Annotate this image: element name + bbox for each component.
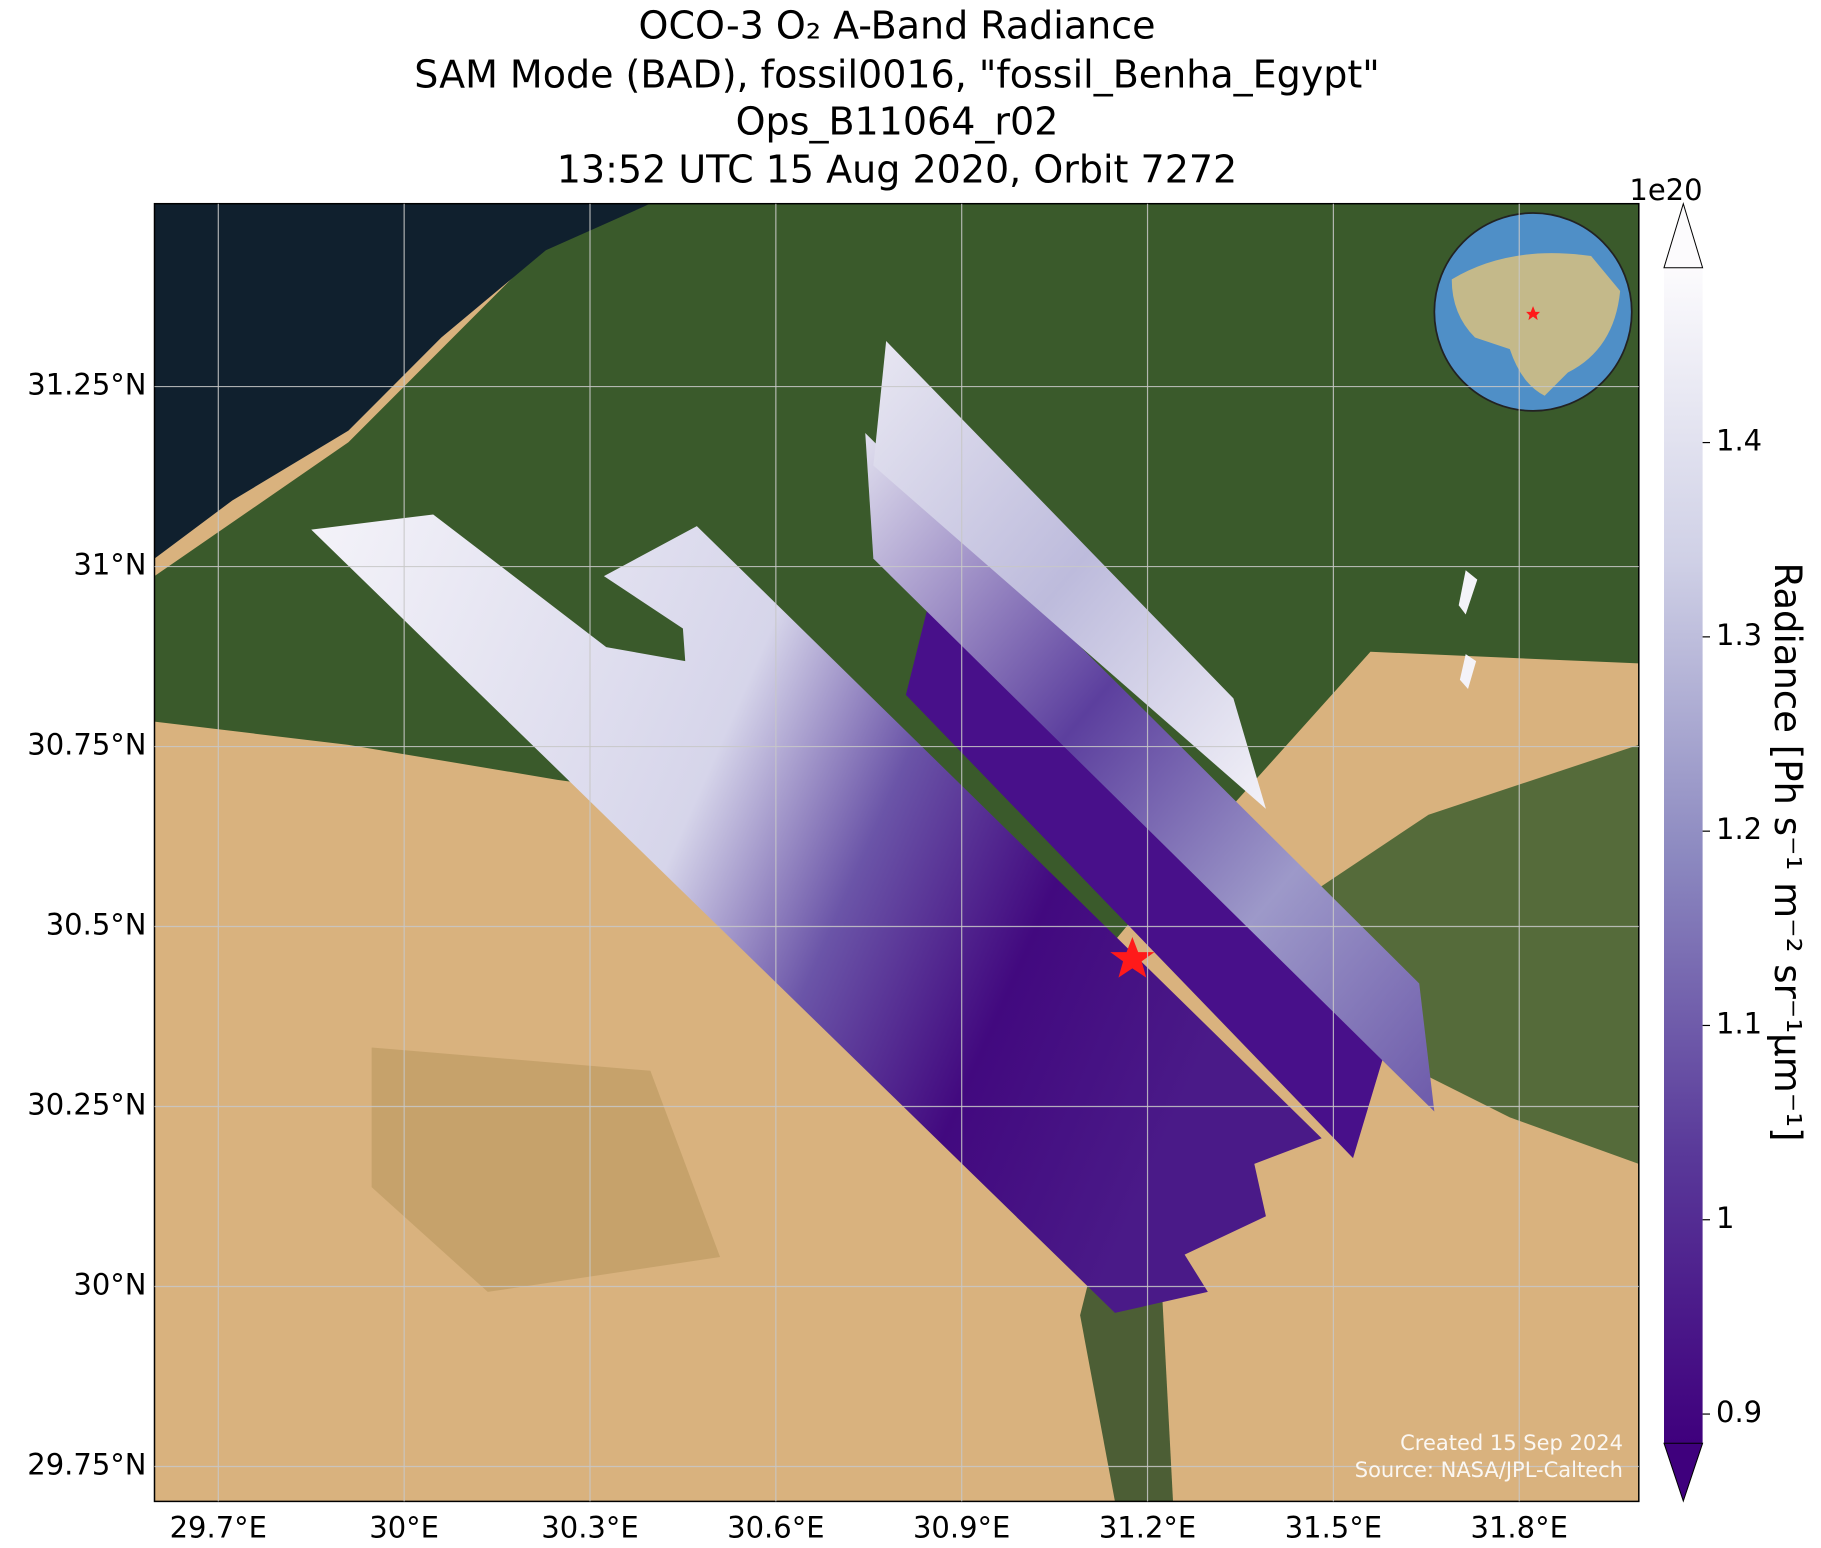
swaths	[311, 212, 1633, 1313]
colorbar-tick-label: 1.4	[1716, 424, 1762, 458]
swath	[865, 432, 1435, 1112]
footer-line: Source: NASA/JPL-Caltech	[1355, 1458, 1623, 1482]
site-star	[1110, 936, 1155, 978]
title-line: OCO-3 O₂ A-Band Radiance	[639, 4, 1156, 48]
lon-tick-label: 30.3°E	[541, 1510, 638, 1544]
colorbar-tick-label: 1	[1716, 1201, 1734, 1235]
swath	[1458, 570, 1478, 615]
title: OCO-3 O₂ A-Band Radiance SAM Mode (BAD), …	[414, 4, 1379, 192]
globe-star	[1526, 306, 1541, 321]
title-line: Ops_B11064_r02	[736, 100, 1059, 144]
swath	[873, 341, 1266, 809]
colorbar-gradient	[1664, 267, 1703, 1444]
footer-line: Created 15 Sep 2024	[1400, 1431, 1623, 1455]
colorbar-label: Radiance [Ph s⁻¹ m⁻² sr⁻¹μm⁻¹]	[1766, 562, 1809, 1141]
lat-tick-label: 31°N	[73, 548, 146, 582]
lon-tick-label: 31.5°E	[1285, 1510, 1382, 1544]
globe-land	[1451, 253, 1621, 396]
lon-tick-label: 31.2°E	[1099, 1510, 1196, 1544]
title-line: SAM Mode (BAD), fossil0016, "fossil_Benh…	[414, 53, 1379, 97]
colorbar-extend-min	[1663, 1442, 1704, 1503]
map-frame	[153, 202, 1640, 1503]
lat-tick-label: 30.25°N	[27, 1088, 146, 1122]
colorbar-offset: 1e20	[1629, 173, 1702, 207]
colorbar-extend-max	[1663, 201, 1704, 269]
lat-tick-label: 31.25°N	[27, 368, 146, 402]
lat-tick-label: 30.5°N	[46, 908, 147, 942]
colorbar-tick-label: 1.2	[1716, 812, 1762, 846]
axes: 29.7°E 30°E 30.3°E 30.6°E 30.9°E 31.2°E 31.5°E…	[27, 203, 1639, 1544]
lon-tick-label: 31.8°E	[1471, 1510, 1568, 1544]
swath	[905, 611, 1385, 1159]
lat-tick-label: 30.75°N	[27, 728, 146, 762]
lat-tick-label: 29.75°N	[27, 1447, 146, 1481]
lat-tick-label: 30°N	[73, 1267, 146, 1301]
colorbar-tick-label: 0.9	[1716, 1395, 1762, 1429]
lon-tick-label: 30.9°E	[913, 1510, 1010, 1544]
colorbar-tick-label: 1.3	[1716, 618, 1762, 652]
title-line: 13:52 UTC 15 Aug 2020, Orbit 7272	[557, 148, 1237, 192]
swath	[1459, 654, 1477, 690]
lon-tick-label: 30.6°E	[727, 1510, 824, 1544]
swath	[311, 514, 1322, 1313]
lon-tick-label: 30°E	[369, 1510, 439, 1544]
colorbar-tick-label: 1.1	[1716, 1006, 1762, 1040]
lon-tick-label: 29.7°E	[170, 1510, 267, 1544]
colorbar: 0.9 1 1.1 1.2 1.3 1.4 1e20 Radiance [Ph s⁻¹ m⁻²…	[1629, 173, 1809, 1503]
